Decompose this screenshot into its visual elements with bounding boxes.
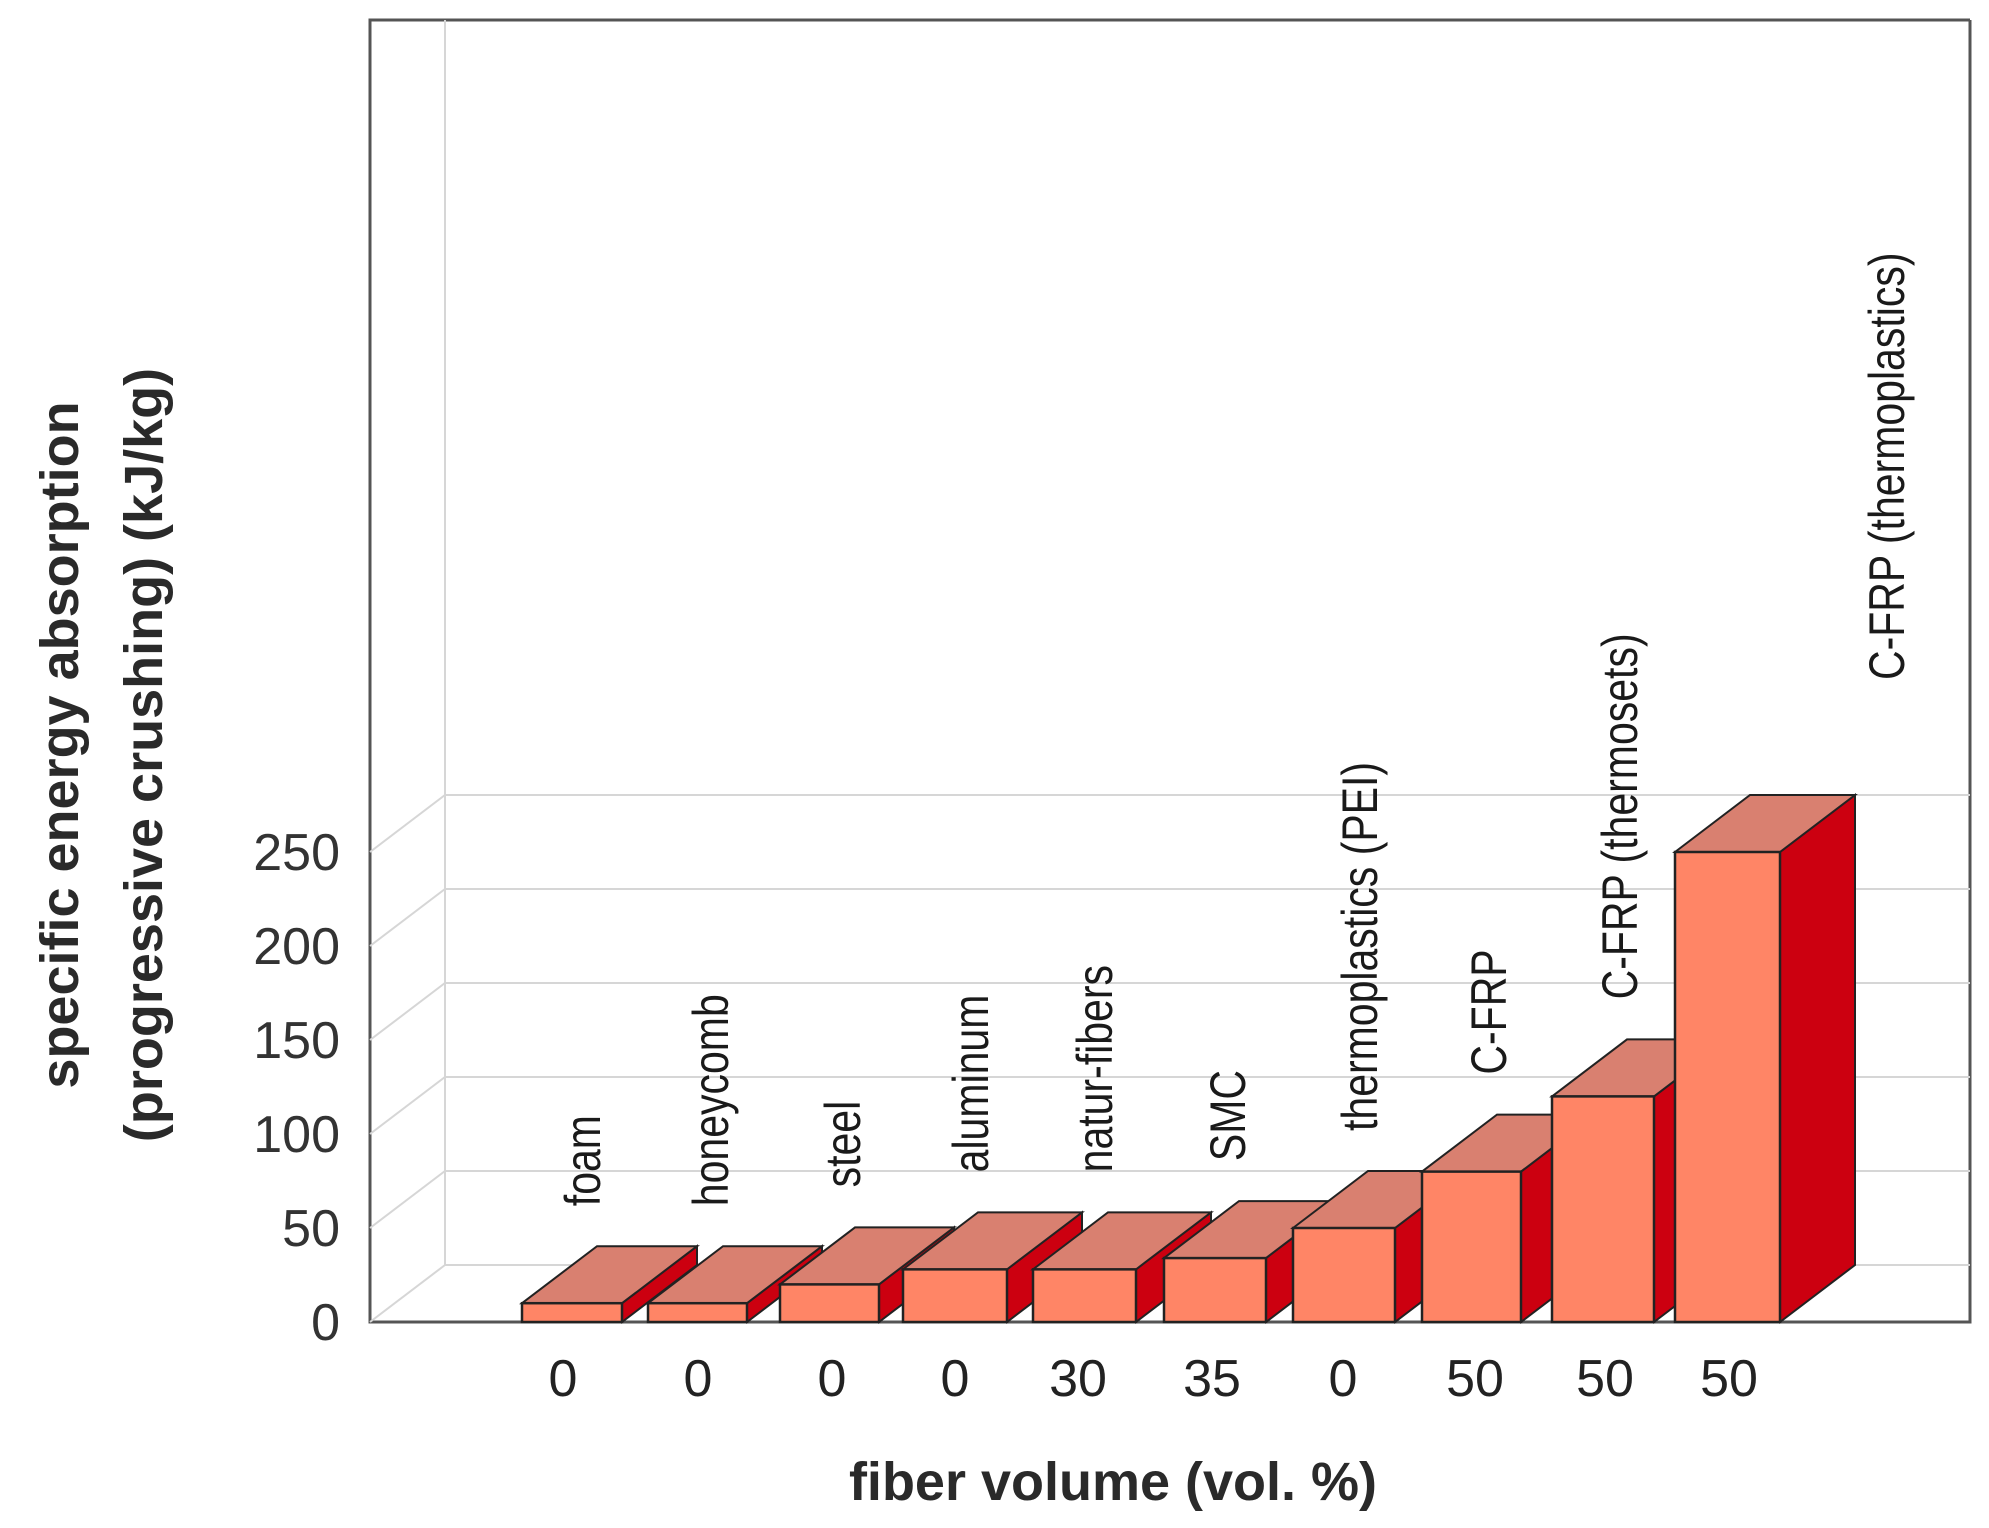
bar-front [1550, 1095, 1656, 1324]
y-tick-label: 150 [253, 1012, 340, 1070]
x-category-label: 30 [1049, 1350, 1107, 1408]
x-category-label: 0 [684, 1350, 713, 1408]
y-tick-label: 50 [282, 1200, 340, 1258]
y-tick-label: 0 [311, 1294, 340, 1352]
y-axis-title-line2: (progressive crushing) (kJ/kg) [114, 368, 174, 1142]
bar-label: aluminum [943, 995, 999, 1173]
x-category-label: 50 [1446, 1350, 1504, 1408]
gridline [369, 794, 1970, 853]
bar-front [1031, 1268, 1138, 1324]
x-category-label: 0 [941, 1350, 970, 1408]
gridline [369, 982, 1970, 1041]
x-category-label: 0 [1329, 1350, 1358, 1408]
x-category-label: 50 [1700, 1350, 1758, 1408]
bar-label: thermoplastics (PEI) [1332, 762, 1388, 1131]
y-tick-label: 250 [253, 824, 340, 882]
x-axis-title: fiber volume (vol. %) [849, 1452, 1377, 1512]
bar-label: C-FRP (thermosets) [1592, 633, 1648, 999]
bar-label: C-FRP [1461, 949, 1517, 1074]
bar-front [1420, 1170, 1523, 1324]
x-category-label: 35 [1183, 1350, 1241, 1408]
y-tick-label: 200 [253, 918, 340, 976]
bar-label: SMC [1200, 1070, 1256, 1161]
bar-front [901, 1268, 1009, 1324]
y-axis-title-line1: specific energy absorption [30, 401, 90, 1088]
bar-front [778, 1283, 881, 1324]
bar [777, 1225, 957, 1325]
bar-front [520, 1301, 624, 1324]
bar-front [1291, 1226, 1397, 1324]
bar-front [1162, 1256, 1268, 1324]
bar [519, 1244, 700, 1325]
x-category-label: 50 [1576, 1350, 1634, 1408]
bar [1672, 792, 1858, 1325]
bar-front [1673, 850, 1782, 1324]
bar-label: steel [815, 1101, 871, 1188]
y-tick-label: 100 [253, 1106, 340, 1164]
bar-front [646, 1301, 749, 1324]
bar-label: honeycomb [683, 994, 739, 1206]
x-category-label: 0 [549, 1350, 578, 1408]
gridline [369, 1076, 1970, 1135]
bar-side [1779, 792, 1856, 1325]
floor-diagonal [369, 1264, 446, 1323]
gridline [369, 888, 1970, 947]
x-category-label: 0 [818, 1350, 847, 1408]
bar-label: natur-fibers [1067, 965, 1123, 1172]
bar-label: foam [555, 1115, 611, 1206]
bar-label: C-FRP (thermoplastics) [1859, 252, 1915, 680]
